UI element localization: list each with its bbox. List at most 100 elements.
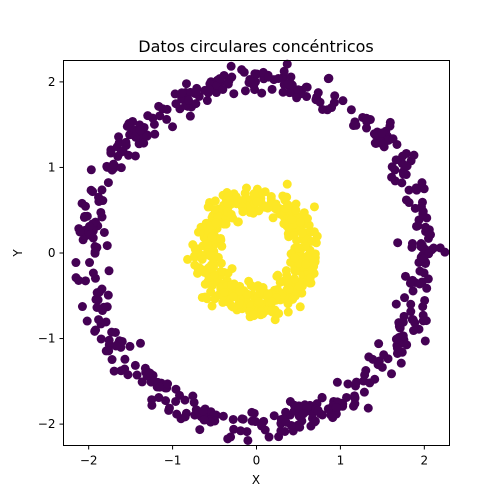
- scatter-point: [177, 88, 187, 98]
- scatter-point: [404, 198, 414, 208]
- scatter-point: [400, 293, 410, 303]
- scatter-point: [387, 172, 397, 182]
- scatter-point: [207, 232, 217, 242]
- scatter-point: [216, 233, 226, 243]
- scatter-point: [91, 294, 101, 304]
- scatter-point: [211, 218, 221, 228]
- scatter-point: [150, 129, 160, 139]
- scatter-point: [407, 239, 417, 249]
- scatter-point: [352, 377, 361, 387]
- scatter-point: [142, 131, 152, 141]
- scatter-point: [298, 409, 308, 419]
- scatter-point: [420, 295, 430, 305]
- scatter-point: [297, 228, 307, 238]
- scatter-point: [243, 435, 253, 445]
- scatter-point: [147, 395, 157, 405]
- scatter-point: [406, 307, 416, 317]
- scatter-point: [120, 354, 130, 364]
- scatter-point: [226, 61, 236, 71]
- scatter-point: [205, 251, 215, 261]
- scatter-point: [283, 200, 293, 210]
- scatter-point: [350, 391, 360, 401]
- scatter-point: [416, 241, 426, 251]
- scatter-point: [267, 84, 277, 94]
- scatter-point: [400, 271, 410, 281]
- scatter-point: [285, 88, 295, 98]
- scatter-point: [281, 266, 291, 276]
- scatter-point: [106, 148, 116, 158]
- scatter-point: [103, 178, 113, 188]
- scatter-point: [440, 247, 450, 257]
- scatter-point: [283, 79, 293, 89]
- scatter-point: [392, 343, 402, 353]
- scatter-point: [268, 213, 278, 223]
- scatter-point: [413, 221, 423, 231]
- scatter-point: [301, 259, 311, 269]
- scatter-point: [237, 196, 247, 206]
- scatter-point: [132, 370, 142, 380]
- scatter-point: [365, 378, 375, 388]
- scatter-point: [402, 161, 412, 171]
- scatter-point: [101, 317, 111, 327]
- scatter-point: [350, 399, 360, 409]
- scatter-point: [289, 230, 299, 240]
- scatter-point: [102, 241, 112, 251]
- scatter-point: [86, 165, 96, 175]
- scatter-point: [229, 89, 239, 99]
- scatter-point: [124, 150, 134, 160]
- scatter-point: [71, 258, 81, 268]
- scatter-point: [396, 358, 406, 368]
- scatter-point: [121, 137, 131, 147]
- scatter-point: [249, 310, 259, 320]
- scatter-point: [404, 185, 414, 195]
- scatter-point: [284, 284, 294, 294]
- scatter-point: [228, 302, 238, 312]
- scatter-point: [171, 99, 181, 109]
- scatter-point: [346, 105, 356, 115]
- scatter-point: [264, 432, 274, 442]
- scatter-point: [184, 95, 194, 105]
- scatter-point: [94, 315, 104, 325]
- scatter-point: [377, 362, 387, 372]
- scatter-point: [180, 395, 190, 405]
- scatter-point: [210, 196, 220, 206]
- scatter-point: [305, 273, 315, 283]
- scatter-point: [415, 279, 425, 289]
- scatter-point: [364, 352, 374, 362]
- x-tick-label: 0: [253, 454, 261, 468]
- scatter-point: [143, 111, 153, 121]
- scatter-point: [377, 128, 387, 138]
- scatter-point: [254, 297, 264, 307]
- scatter-point: [227, 280, 237, 290]
- scatter-point: [417, 178, 427, 188]
- scatter-point: [290, 266, 300, 276]
- scatter-point: [124, 119, 134, 129]
- scatter-point: [291, 205, 301, 215]
- scatter-point: [103, 290, 113, 300]
- scatter-point: [208, 280, 217, 290]
- scatter-point: [210, 204, 220, 214]
- scatter-point: [263, 289, 273, 299]
- scatter-point: [301, 82, 311, 92]
- scatter-point: [221, 219, 231, 229]
- scatter-point: [379, 350, 389, 360]
- scatter-point: [107, 327, 117, 337]
- scatter-point: [154, 393, 164, 403]
- scatter-point: [145, 368, 155, 378]
- scatter-point: [279, 66, 289, 76]
- scatter-point: [332, 377, 342, 387]
- scatter-point: [188, 240, 198, 250]
- scatter-point: [295, 217, 305, 227]
- scatter-point: [247, 416, 257, 426]
- scatter-point: [285, 397, 295, 407]
- scatter-point: [260, 187, 270, 197]
- scatter-point: [292, 93, 302, 103]
- scatter-point: [272, 271, 282, 281]
- scatter-point: [218, 411, 228, 421]
- scatter-point: [391, 155, 401, 165]
- scatter-point: [198, 406, 208, 416]
- scatter-point: [429, 243, 439, 253]
- scatter-point: [88, 233, 98, 243]
- scatter-point: [135, 125, 145, 135]
- x-tick-label: −1: [164, 454, 182, 468]
